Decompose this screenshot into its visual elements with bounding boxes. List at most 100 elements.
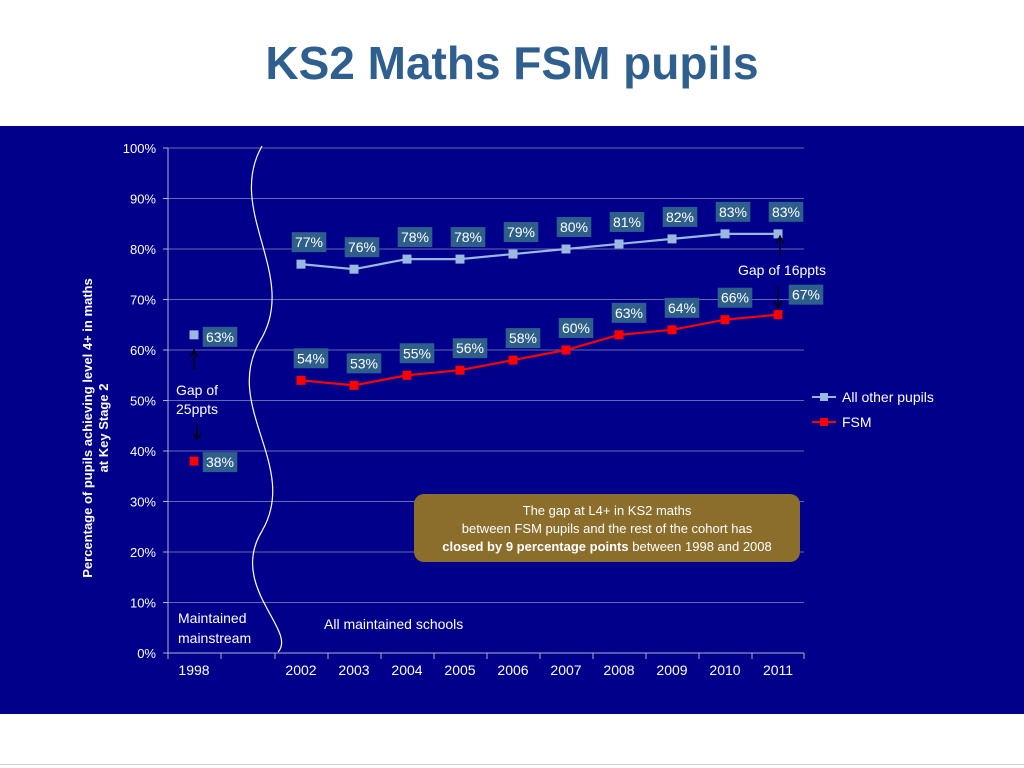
data-label-box <box>558 318 594 338</box>
legend: All other pupils FSM <box>812 389 934 430</box>
data-point <box>402 254 412 264</box>
data-point <box>455 365 465 375</box>
callout-line3: closed by 9 percentage points between 19… <box>442 539 772 554</box>
data-label-box <box>344 237 380 258</box>
data-label: 82% <box>666 209 694 225</box>
data-label: 38% <box>206 454 234 470</box>
data-point <box>189 330 199 340</box>
x-tick-label: 2002 <box>285 662 316 678</box>
x-tick-label: 2004 <box>391 662 422 678</box>
line-chart: 0% 10% 20% 30% 40% 50% 60% 70% 80% 90% 100% 1998 200… <box>80 141 934 678</box>
data-label-box <box>788 284 824 305</box>
data-label-box <box>202 452 238 473</box>
data-point <box>667 325 677 335</box>
data-point <box>296 259 306 269</box>
data-label: 56% <box>456 340 484 356</box>
data-label-box <box>503 222 539 243</box>
axes: 0% 10% 20% 30% 40% 50% 60% 70% 80% 90% 100% 1998 200… <box>123 141 805 678</box>
data-label-box <box>293 348 329 369</box>
legend-label-fsm: FSM <box>842 414 872 430</box>
data-point <box>773 310 783 320</box>
x-tick-label: 1998 <box>178 662 209 678</box>
gap-1998-line2: 25ppts <box>176 401 218 417</box>
data-point <box>667 234 677 244</box>
data-label-box <box>202 326 238 347</box>
data-point <box>402 370 412 380</box>
data-label-box <box>717 287 753 308</box>
x-tick-label: 2011 <box>763 662 793 678</box>
y-tick-label: 100% <box>123 141 157 156</box>
data-label: 78% <box>454 229 482 245</box>
y-tick-label: 70% <box>130 293 156 308</box>
data-label-box <box>452 338 488 359</box>
y-tick-label: 60% <box>130 343 156 358</box>
x-tick-label: 2010 <box>709 662 740 678</box>
data-label-box <box>664 297 700 318</box>
series <box>189 229 783 466</box>
footer-divider <box>0 764 1024 765</box>
data-point <box>720 229 730 239</box>
legend-item-fsm: FSM <box>812 414 872 430</box>
data-label: 81% <box>613 214 641 230</box>
gap-1998-annotation: Gap of 25ppts <box>176 348 218 442</box>
data-label: 80% <box>560 219 588 235</box>
gap-2011-label: Gap of 16ppts <box>738 262 826 278</box>
x-tick-label: 2003 <box>338 662 369 678</box>
x-tick-label: 2005 <box>444 662 475 678</box>
data-point <box>349 264 359 274</box>
callout-rest: between 1998 and 2008 <box>629 539 772 554</box>
data-label: 64% <box>668 300 696 316</box>
x-tick-label: 2008 <box>603 662 634 678</box>
data-point <box>614 239 624 249</box>
y-tick-label: 20% <box>130 545 156 560</box>
data-point <box>720 315 730 325</box>
data-point <box>349 380 359 390</box>
data-label: 67% <box>792 287 820 303</box>
data-label-box <box>291 232 327 253</box>
data-label: 54% <box>297 350 325 366</box>
data-point <box>189 456 199 466</box>
x-tick-label: 2009 <box>656 662 687 678</box>
legend-label-all-other-pupils: All other pupils <box>842 389 934 405</box>
data-label-box <box>346 353 382 374</box>
data-point <box>614 330 624 340</box>
data-label: 83% <box>719 204 747 220</box>
y-tick-label: 90% <box>130 192 156 207</box>
maintained-mainstream-line2: mainstream <box>178 630 251 646</box>
data-point <box>561 244 571 254</box>
data-point <box>773 229 783 239</box>
data-label: 53% <box>350 355 378 371</box>
data-label: 83% <box>772 204 800 220</box>
data-label: 77% <box>295 234 323 250</box>
data-label-box <box>768 201 804 222</box>
data-label-box <box>450 227 486 248</box>
chart-panel: 0% 10% 20% 30% 40% 50% 60% 70% 80% 90% 100% 1998 200… <box>0 126 1024 714</box>
data-label: 63% <box>615 305 643 321</box>
callout-line1: The gap at L4+ in KS2 maths <box>523 503 692 518</box>
data-point <box>508 355 518 365</box>
all-maintained-label: All maintained schools <box>324 616 463 632</box>
y-axis-label-line2: at Key Stage 2 <box>96 384 111 473</box>
gap-2011-annotation: Gap of 16ppts <box>738 234 826 310</box>
y-tick-label: 50% <box>130 394 156 409</box>
y-tick-label: 0% <box>137 646 156 661</box>
data-label: 58% <box>509 330 537 346</box>
page-title: KS2 Maths FSM pupils <box>265 37 759 89</box>
data-point <box>455 254 465 264</box>
axis-break-wave <box>248 145 283 653</box>
data-label-box <box>609 211 645 232</box>
data-label: 78% <box>401 229 429 245</box>
y-tick-label: 40% <box>130 444 156 459</box>
callout-box: The gap at L4+ in KS2 maths between FSM … <box>414 494 800 562</box>
series-line-1 <box>300 313 779 387</box>
gap-1998-line1: Gap of <box>176 382 218 398</box>
data-label: 60% <box>562 320 590 336</box>
data-label: 55% <box>403 345 431 361</box>
data-label: 63% <box>206 329 234 345</box>
data-point <box>561 345 571 355</box>
series-line-0 <box>300 232 778 271</box>
x-tick-label: 2007 <box>550 662 581 678</box>
callout-line2: between FSM pupils and the rest of the c… <box>462 521 753 536</box>
data-label: 76% <box>348 239 376 255</box>
y-tick-label: 80% <box>130 242 156 257</box>
